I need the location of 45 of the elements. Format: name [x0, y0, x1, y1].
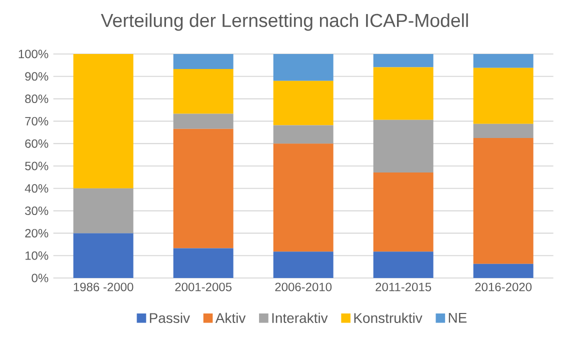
y-tick-label: 0%: [32, 274, 48, 282]
y-tick-label: 50%: [25, 162, 48, 170]
y-tick-label: 10%: [26, 251, 48, 260]
bar: [73, 233, 134, 278]
x-tick-label: 1986 -2000: [74, 282, 134, 292]
legend-label: NE: [448, 312, 467, 323]
bar: [273, 54, 334, 81]
x-tick-label: 2011-2015: [376, 282, 432, 292]
x-tick-label: 2001-2005: [175, 282, 232, 292]
bar: [473, 54, 534, 68]
chart-title: Verteilung der Lernsetting nach ICAP-Modell: [100, 13, 468, 31]
legend-label: Passiv: [150, 312, 190, 324]
bar: [373, 120, 434, 172]
bar: [173, 54, 234, 70]
y-tick-label: 90%: [25, 72, 48, 81]
bar: [473, 124, 534, 138]
bar: [373, 67, 434, 120]
bar: [373, 172, 434, 252]
legend-label: Konstruktiv: [354, 312, 422, 324]
x-tick-label: 2016-2020: [475, 282, 532, 292]
legend-label: Aktiv: [215, 312, 246, 323]
bar: [273, 144, 334, 252]
x-tick-label: 2006-2010: [275, 282, 332, 292]
y-tick-label: 40%: [24, 184, 48, 193]
y-tick-label: 100%: [18, 50, 48, 58]
y-tick-label: 80%: [25, 94, 48, 104]
y-tick-label: 20%: [25, 228, 48, 238]
bar: [273, 125, 334, 144]
y-tick-label: 60%: [25, 139, 48, 148]
bar: [473, 138, 534, 264]
bar: [173, 128, 234, 248]
bar: [473, 264, 534, 278]
bar: [173, 248, 234, 278]
bar: [173, 114, 234, 129]
bar: [273, 80, 334, 126]
legend-label: Interaktiv: [272, 312, 328, 324]
bar: [73, 54, 134, 188]
bar: [173, 69, 234, 114]
y-tick-label: 30%: [25, 206, 48, 216]
bar: [73, 188, 134, 234]
y-tick-label: 70%: [25, 116, 48, 126]
bar: [273, 252, 334, 278]
bar: [373, 54, 434, 68]
bar: [473, 68, 534, 124]
bar: [373, 252, 434, 278]
